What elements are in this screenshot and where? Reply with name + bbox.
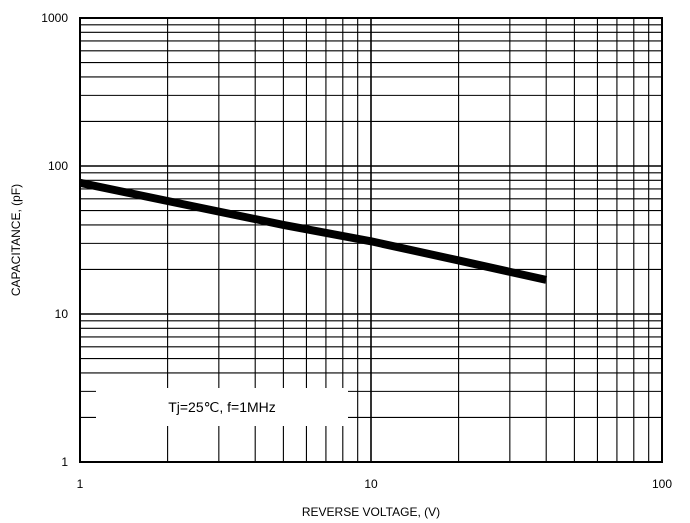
y-tick-label: 1000 (41, 11, 68, 25)
series-layer (79, 178, 548, 284)
y-tick-label: 100 (48, 159, 68, 173)
x-tick-label: 1 (77, 477, 84, 491)
y-tick-label: 1 (61, 455, 68, 469)
capacitance-curve (79, 178, 548, 284)
grid (80, 18, 662, 462)
y-axis-label: CAPACITANCE, (pF) (9, 184, 23, 296)
y-tick-label: 10 (55, 307, 69, 321)
plot-frame (79, 17, 663, 463)
x-axis-label: REVERSE VOLTAGE, (V) (302, 505, 440, 519)
tick-labels: 1 10 100 1 10 100 1000 (41, 11, 672, 491)
annotation-box (96, 388, 348, 426)
x-tick-label: 10 (364, 477, 378, 491)
annotation-text: Tj=25℃, f=1MHz (168, 399, 276, 415)
x-tick-label: 100 (652, 477, 672, 491)
